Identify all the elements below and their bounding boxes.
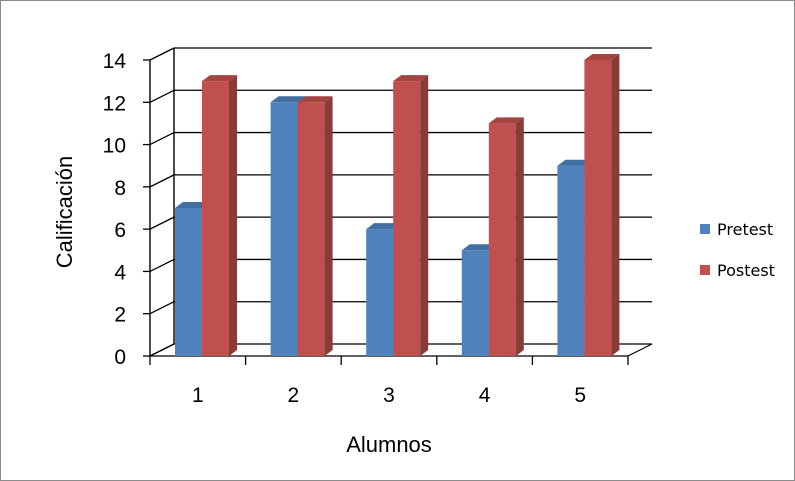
bar-front [461,250,489,356]
bar-postest-3 [393,75,429,357]
gridline-side [149,258,175,273]
bar-top [175,202,210,208]
y-tick-label: 12 [103,92,126,115]
bar-front [175,208,202,356]
bar-postest-1 [202,75,237,357]
bar-top [393,75,429,82]
gridline-side [149,174,175,188]
y-axis-title: Calificación [52,156,77,269]
bar-side [611,54,620,356]
legend-label-pretest: Pretest [717,220,773,239]
x-axis-title: Alumnos [346,432,432,457]
bar-front [202,81,229,357]
bar-front [366,229,394,356]
bar-side [515,117,524,356]
bar-top [270,96,306,103]
x-tick-label: 1 [192,384,204,407]
y-tick-label: 2 [114,304,126,327]
bar-top [461,244,497,251]
bar-front [584,60,612,356]
bar-front [393,81,421,357]
bar-top [297,96,333,103]
bar-front [557,165,585,356]
gridline-side [149,301,175,315]
bar-top [557,159,593,166]
x-tick-label: 5 [574,384,586,407]
y-tick-label: 10 [103,135,126,158]
bar-top [202,75,237,82]
x-tick-label: 3 [383,384,395,407]
gridline-side [149,89,175,103]
legend-swatch-postest [700,265,710,275]
bar-postest-4 [488,117,524,356]
bars [175,54,620,357]
bar-side [324,96,333,357]
bar-front [270,102,298,357]
bar-postest-2 [297,96,333,357]
legend-label-postest: Postest [717,261,775,280]
y-tick-label: 4 [114,261,126,284]
y-tick-label: 6 [114,219,126,242]
gridline-side [149,47,175,61]
bar-side [420,75,429,357]
bar-postest-5 [584,54,620,356]
gridline-side [149,131,175,146]
y-tick-label: 0 [114,346,126,369]
x-tick-label: 2 [288,384,300,407]
gridline-side [149,343,175,357]
x-tick-label: 4 [479,384,491,407]
legend: Pretest Postest [700,220,775,280]
x-tick-labels: 1 2 3 4 5 [192,384,586,407]
bar-top [584,54,620,60]
bar-side [229,75,237,357]
bar-top [488,117,524,124]
y-tick-labels: 0 2 4 6 8 10 12 14 [103,50,127,369]
bar-top [366,223,402,230]
y-tick-label: 14 [103,50,127,73]
bar-front [297,102,325,357]
y-tick-label: 8 [114,177,126,200]
bar-front [488,123,516,356]
gridline-side [149,216,175,230]
legend-swatch-pretest [700,224,710,234]
